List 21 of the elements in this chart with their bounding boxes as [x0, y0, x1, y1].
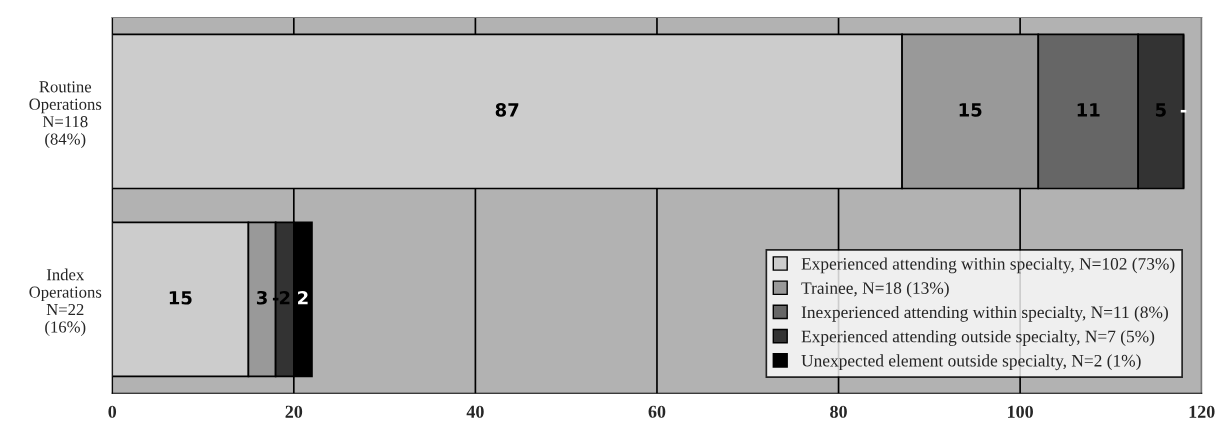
data-label: 15: [959, 103, 982, 117]
legend-label: Experienced attending within specialty, N=102 (73%): [801, 257, 1175, 274]
data-label: 11: [1077, 103, 1100, 117]
legend-label: Experienced attending outside specialty, N=7 (5%): [801, 330, 1155, 346]
x-tick-label: 20: [285, 405, 303, 418]
data-label: 15: [169, 291, 192, 305]
x-tick-label: 40: [466, 405, 484, 418]
x-tick-label: 0: [108, 405, 117, 418]
legend-label: Inexperienced attending within specialty, N=11 (8%): [801, 305, 1168, 322]
y-tick-label: Routine Operations N=118 (84%): [29, 81, 102, 149]
data-label: 2: [298, 290, 308, 305]
data-label: 3: [256, 290, 267, 305]
y-tick-label: Index Operations N=22 (16%): [29, 268, 102, 336]
legend-label: Trainee, N=18 (13%): [801, 281, 949, 298]
x-tick-label: 80: [830, 405, 847, 418]
data-label: 87: [495, 103, 519, 117]
data-label: -: [1180, 109, 1187, 113]
x-tick-label: 100: [1008, 405, 1033, 418]
x-tick-label: 120: [1189, 405, 1215, 418]
legend-label: Unexpected element outside specialty, N=2 (1%): [801, 354, 1141, 371]
x-tick-label: 60: [648, 405, 666, 418]
